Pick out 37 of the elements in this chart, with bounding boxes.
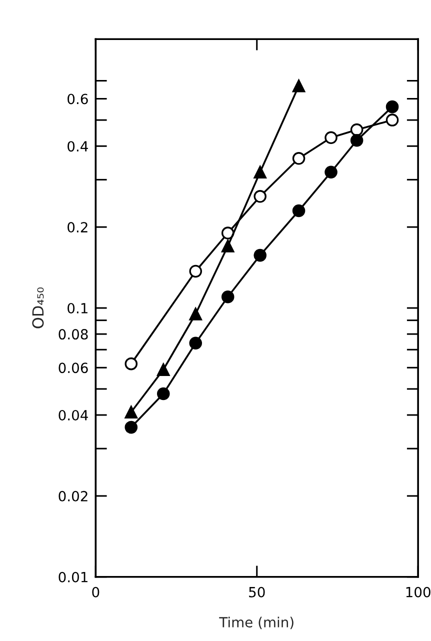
- x-axis-title: Time (min): [219, 616, 294, 630]
- point: [254, 190, 266, 203]
- point: [189, 336, 202, 350]
- point: [386, 114, 399, 126]
- y-tick-label: 0.2: [68, 222, 88, 233]
- y-tick-label: 0.6: [68, 94, 88, 104]
- y-tick-label: 0.1: [68, 302, 88, 314]
- point: [386, 100, 399, 114]
- point: [254, 248, 266, 262]
- y-tick-label: 0.02: [58, 490, 88, 502]
- point: [189, 264, 202, 278]
- y-tick-label: 0.08: [58, 329, 88, 340]
- point: [350, 134, 364, 147]
- point: [292, 79, 306, 92]
- point: [292, 152, 306, 165]
- point: [124, 406, 138, 419]
- x-tick-label: 50: [249, 586, 265, 598]
- point: [124, 420, 138, 434]
- y-tick-label: 0.4: [68, 141, 88, 152]
- point: [221, 226, 234, 240]
- point: [292, 204, 306, 218]
- point: [221, 240, 234, 252]
- y-tick-label: 0.06: [58, 362, 88, 374]
- point: [124, 357, 138, 370]
- point: [324, 166, 338, 179]
- point: [156, 387, 170, 400]
- y-axis-title: OD₄₅₀: [32, 287, 44, 328]
- y-tick-label: 0.04: [58, 410, 88, 420]
- point: [189, 308, 202, 320]
- point: [156, 363, 170, 376]
- point: [254, 166, 266, 179]
- x-tick-label: 0: [92, 586, 100, 598]
- point: [350, 123, 364, 136]
- point: [324, 131, 338, 144]
- x-tick-label: 100: [406, 586, 430, 598]
- y-tick-label: 0.01: [58, 572, 88, 582]
- point: [221, 290, 234, 304]
